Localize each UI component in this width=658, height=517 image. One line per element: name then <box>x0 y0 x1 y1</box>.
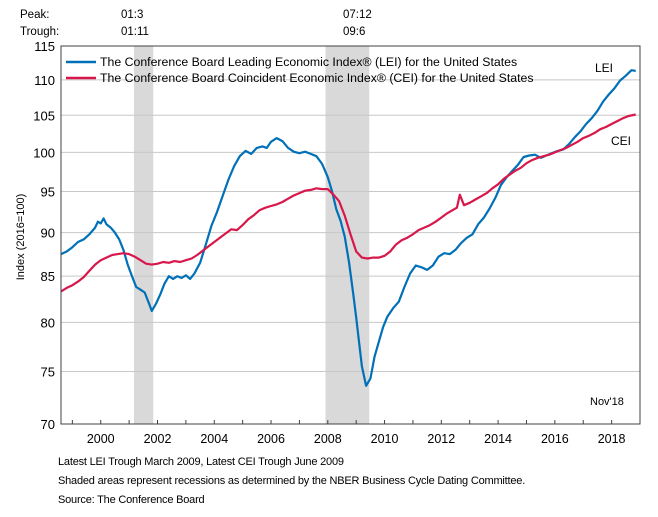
recession-bands <box>133 46 370 424</box>
cei-end-label: CEI <box>611 134 631 148</box>
plot-frame <box>60 45 641 425</box>
x-tick-label: 2012 <box>427 432 455 446</box>
legend-label-cei: The Conference Board Coincident Economic… <box>100 71 534 85</box>
recession-2-peak: 07:12 <box>343 9 372 21</box>
x-tick-label: 2018 <box>598 432 626 446</box>
y-tick-label: 80 <box>41 315 55 330</box>
recession-band-1 <box>133 46 154 424</box>
peak-label: Peak: <box>20 9 49 21</box>
x-tick-label: 2000 <box>87 432 115 446</box>
series-lines <box>60 69 636 387</box>
recession-2-trough: 09:6 <box>343 26 365 38</box>
y-axis-label: Index (2016=100) <box>15 194 27 281</box>
y-tick-label: 70 <box>41 417 55 432</box>
recession-1-peak: 01:3 <box>121 9 143 21</box>
y-tick-label: 90 <box>41 226 55 241</box>
y-tick-label: 75 <box>41 364 55 379</box>
footnote-source: Source: The Conference Board <box>58 494 205 506</box>
y-tick-label: 110 <box>34 73 55 88</box>
x-tick-label: 2010 <box>371 432 399 446</box>
x-tick-label: 2008 <box>314 432 342 446</box>
y-tick-labels: 70 75 80 85 90 95 100 105 110 115 <box>33 39 55 432</box>
x-tick-labels: 2000 2002 2004 2006 2008 2010 2012 2014 2016 2018 <box>87 432 626 446</box>
date-annotation: Nov'18 <box>590 396 624 408</box>
x-tick-label: 2016 <box>541 432 569 446</box>
footnote-trough: Latest LEI Trough March 2009, Latest CEI… <box>58 456 344 468</box>
y-tick-label: 95 <box>41 184 55 199</box>
lei-line <box>60 69 636 387</box>
x-tick-label: 2006 <box>257 432 285 446</box>
recession-1-trough: 01:11 <box>121 26 149 38</box>
x-tick-label: 2002 <box>144 432 172 446</box>
lei-end-label: LEI <box>595 61 613 75</box>
x-tick-label: 2014 <box>484 432 512 446</box>
cei-line <box>60 113 636 293</box>
x-tick-label: 2004 <box>200 432 228 446</box>
legend-label-lei: The Conference Board Leading Economic In… <box>100 55 517 69</box>
trough-label: Trough: <box>20 26 59 38</box>
footnote-shading: Shaded areas represent recessions as det… <box>58 475 526 487</box>
legend: The Conference Board Leading Economic In… <box>66 55 534 85</box>
axes <box>60 45 641 425</box>
y-tick-label: 100 <box>33 145 55 160</box>
y-tick-label: 105 <box>33 108 55 123</box>
y-tick-label: 115 <box>34 39 55 54</box>
y-tick-label: 85 <box>41 269 55 284</box>
